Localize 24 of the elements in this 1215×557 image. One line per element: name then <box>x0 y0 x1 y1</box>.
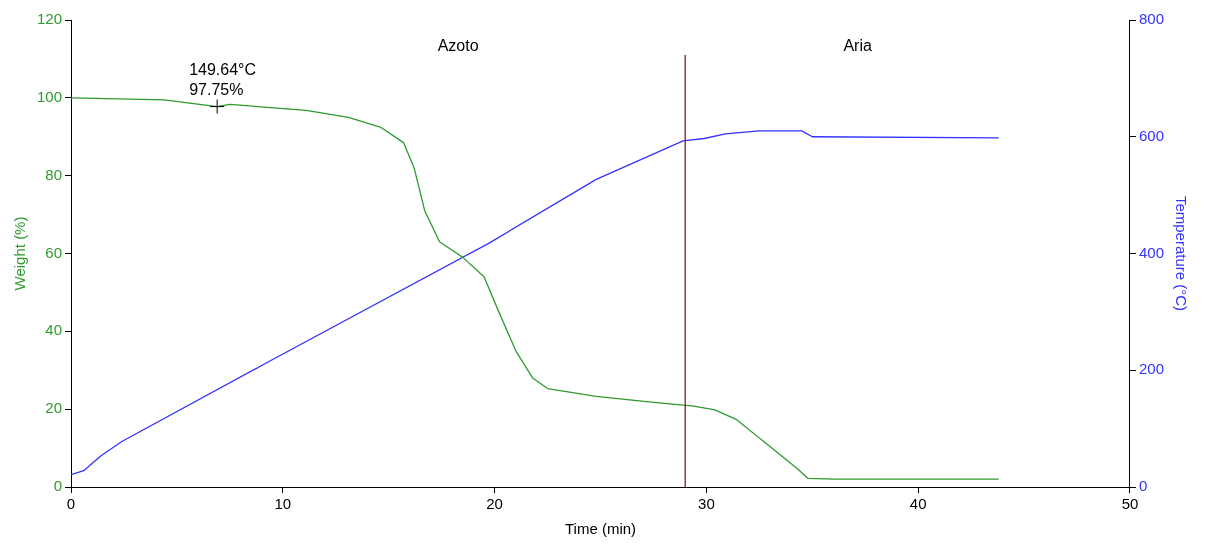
y-tick-label: 40 <box>45 321 63 339</box>
y-tick-label: 100 <box>37 87 63 105</box>
y-tick-label: 20 <box>45 399 63 417</box>
x-tick-label: 0 <box>66 495 76 513</box>
annotation: 149.64°C 97.75% <box>189 61 257 98</box>
y-tick-label: 80 <box>45 165 63 183</box>
y2-axis-title: Temperature (°C) <box>1172 195 1190 312</box>
annotation: Azoto <box>437 37 479 55</box>
x-tick-label: 10 <box>274 495 292 513</box>
y-tick-label: 0 <box>53 477 63 495</box>
y2-tick-label: 800 <box>1138 10 1164 28</box>
x-tick-label: 30 <box>698 495 715 513</box>
y-tick-label: 120 <box>37 10 63 28</box>
y2-tick-label: 0 <box>1138 477 1148 495</box>
y-axis-title: Weight (%) <box>11 216 29 291</box>
x-tick-label: 20 <box>486 495 503 513</box>
y2-tick-label: 400 <box>1138 243 1164 261</box>
x-axis-title: Time (min) <box>564 520 637 538</box>
y-tick-label: 60 <box>45 243 63 261</box>
y2-tick-label: 200 <box>1138 360 1164 378</box>
x-tick-label: 40 <box>909 495 927 513</box>
y2-tick-label: 600 <box>1138 126 1164 144</box>
x-tick-label: 50 <box>1121 495 1139 513</box>
annotation: Aria <box>843 37 872 55</box>
